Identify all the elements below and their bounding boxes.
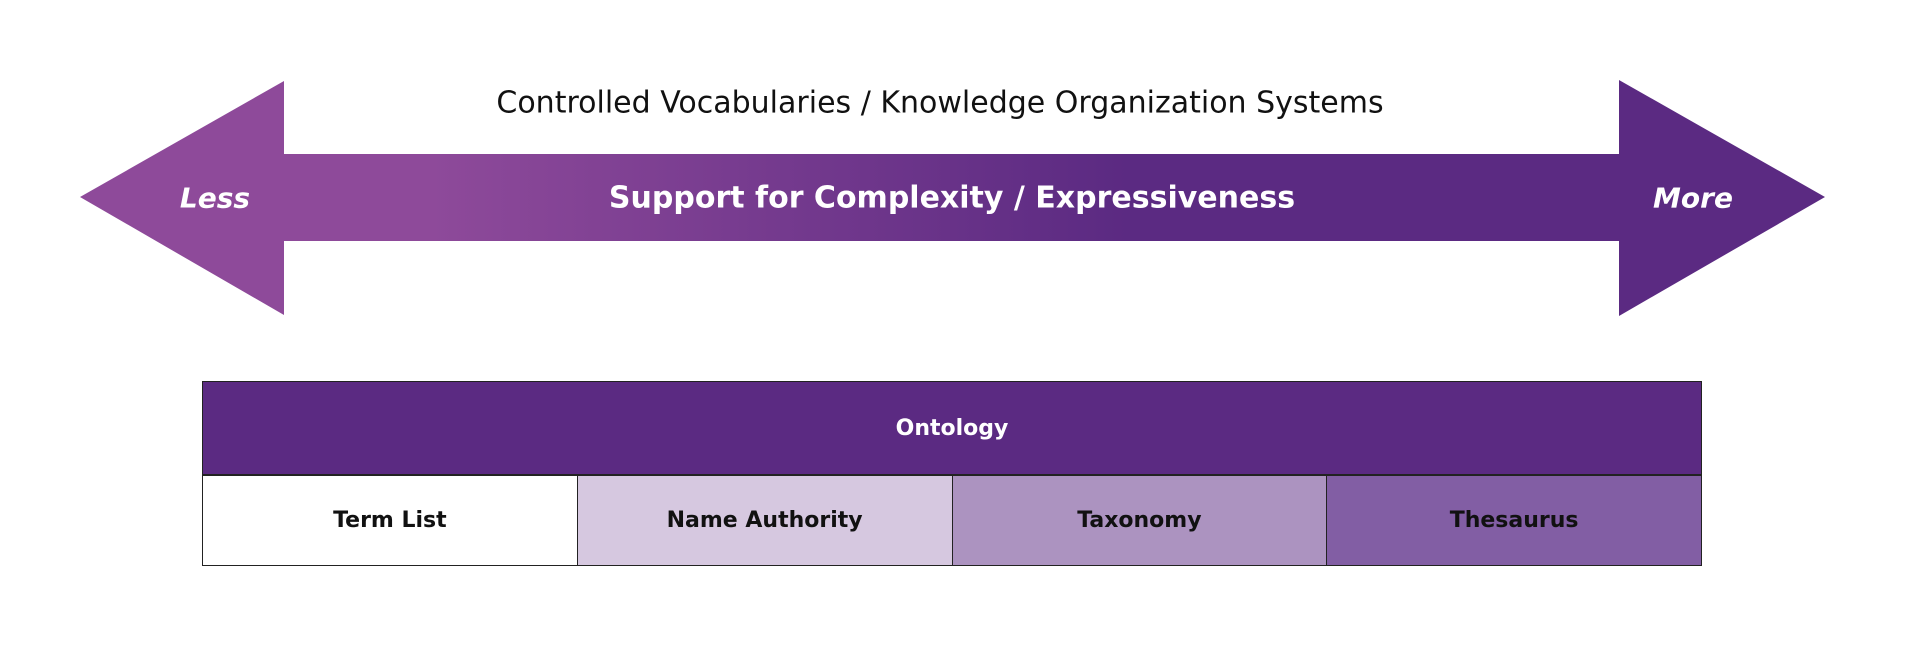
double-arrow-shape [80,80,1825,316]
arrow-label: Support for Complexity / Expressiveness [608,180,1296,216]
ontology-cell: Ontology [203,382,1701,476]
types-row: Term List Name Authority Taxonomy Thesau… [203,476,1701,565]
thesaurus-cell: Thesaurus [1326,476,1701,565]
taxonomy-cell: Taxonomy [951,476,1327,565]
less-label: Less [179,181,251,215]
term-list-cell: Term List [203,476,577,565]
more-label: More [1653,181,1733,215]
heading: Controlled Vocabularies / Knowledge Orga… [496,85,1384,121]
name-authority-cell: Name Authority [576,476,952,565]
vocabulary-table: Ontology Term List Name Authority Taxono… [202,381,1702,566]
